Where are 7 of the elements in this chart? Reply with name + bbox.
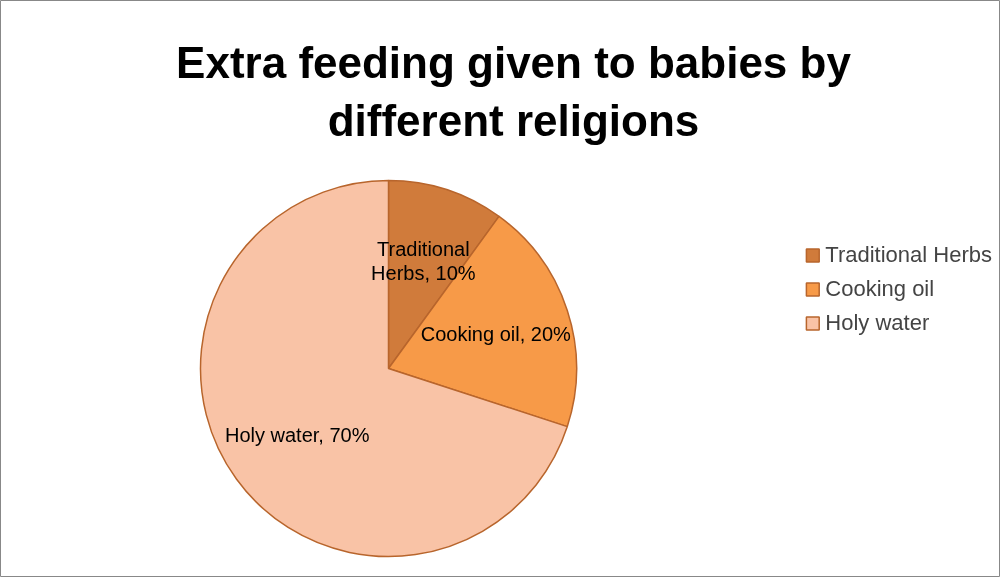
legend-label: Holy water (825, 309, 930, 336)
legend-label: Traditional Herbs (825, 241, 992, 268)
legend-label: Cooking oil (825, 275, 935, 302)
data-label: Traditional Herbs, 10% (371, 238, 476, 285)
chart-title: Extra feeding given to babies by different religions (176, 38, 852, 145)
data-label: Cooking oil, 20% (420, 322, 572, 345)
data-label: Holy water, 70% (224, 423, 370, 446)
